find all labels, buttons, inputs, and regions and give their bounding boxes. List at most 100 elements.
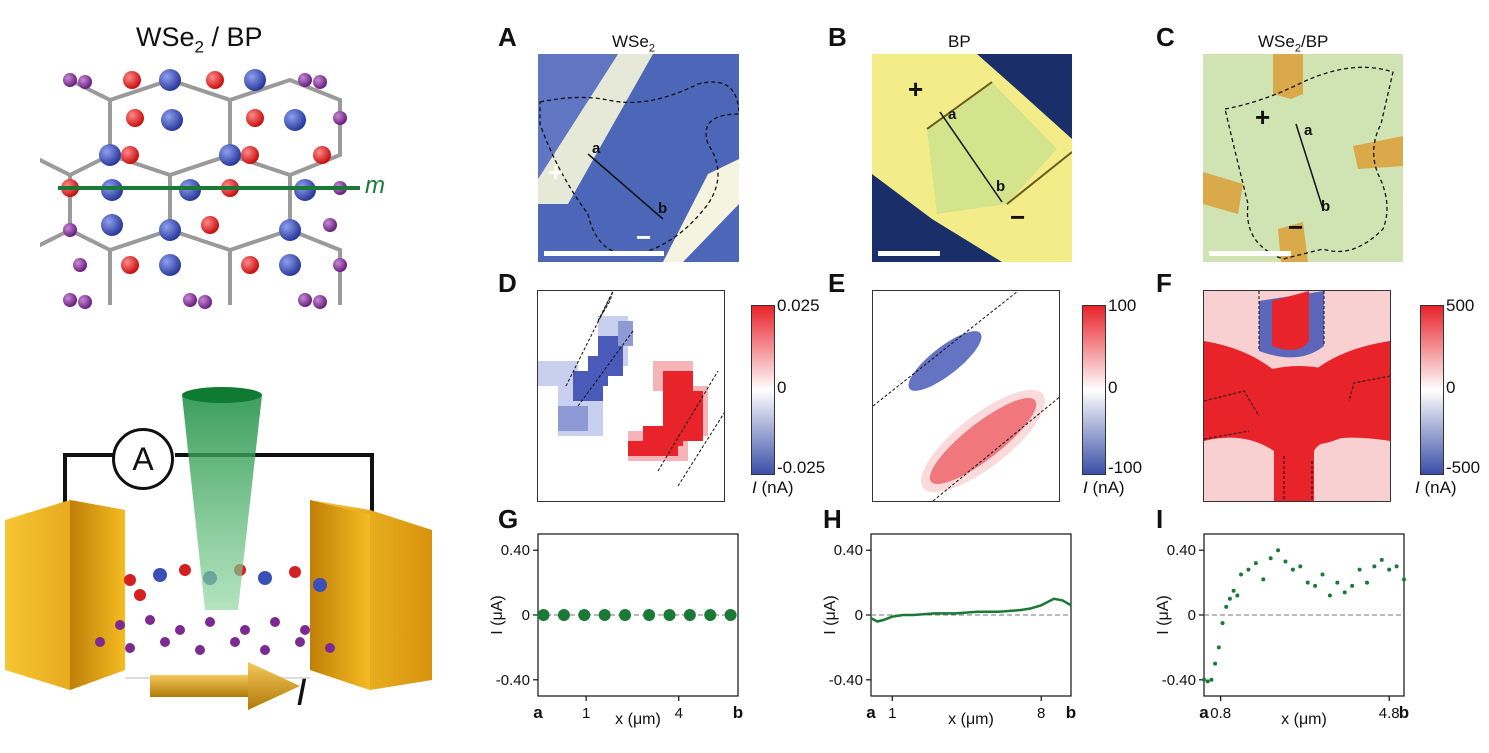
panel-i-data-point bbox=[1350, 583, 1355, 588]
panel-f-unit-sym: I bbox=[1415, 478, 1420, 497]
panel-h-ytick-label: 0 bbox=[855, 607, 863, 624]
panel-i-xlabel: x (μm) bbox=[1281, 711, 1327, 728]
panel-h-ytick-label: 0.40 bbox=[834, 542, 863, 559]
panel-h-xtick-label: b bbox=[1066, 703, 1076, 722]
panel-i-data-point bbox=[1253, 561, 1258, 566]
panel-c-point-a: a bbox=[1304, 122, 1313, 139]
panel-a-scale-bar bbox=[544, 251, 664, 256]
panel-c-title-main: WSe bbox=[1258, 32, 1295, 51]
panel-h-xlabel: x (μm) bbox=[948, 711, 994, 728]
panel-label-a: A bbox=[498, 22, 517, 52]
panel-b-title: BP bbox=[948, 32, 971, 52]
panel-i-xtick-label: a bbox=[1199, 703, 1209, 722]
panel-a-linecut bbox=[587, 153, 664, 220]
laser-beam bbox=[182, 387, 262, 610]
ammeter: A bbox=[112, 428, 174, 490]
current-arrow-shaft bbox=[150, 675, 250, 697]
panel-d-colorbar bbox=[751, 305, 775, 475]
panel-a-plus: + bbox=[548, 157, 564, 187]
panel-i-chart: 0.40 0 -0.40a 0.8 4.8 b x (μm) I (μA) bbox=[1156, 533, 1409, 728]
panel-i-data-point bbox=[1276, 548, 1281, 553]
panel-i-data-point bbox=[1235, 593, 1240, 598]
crystal-lattice bbox=[40, 69, 360, 309]
panel-c-scale-bar bbox=[1209, 251, 1291, 256]
panel-i-data-point bbox=[1342, 590, 1347, 595]
panel-d-cbar-mid: 0 bbox=[777, 378, 787, 397]
structure-title-rest: / BP bbox=[203, 22, 263, 52]
panel-e-unit-sym: I bbox=[1083, 478, 1088, 497]
panel-i-data-point bbox=[1372, 564, 1377, 569]
panel-i-data-point bbox=[1246, 567, 1251, 572]
panel-g-data-point bbox=[537, 609, 550, 621]
panel-g-data-point bbox=[704, 609, 717, 621]
panel-i-xtick-label: 4.8 bbox=[1379, 705, 1400, 722]
panel-i-data-point bbox=[1209, 677, 1214, 682]
panel-i-data-point bbox=[1224, 604, 1229, 609]
current-arrow-head bbox=[248, 662, 300, 710]
panel-c-plus: + bbox=[1255, 102, 1271, 132]
panel-g-data-point bbox=[619, 609, 632, 621]
panel-i-ytick-label: -0.40 bbox=[1162, 672, 1196, 689]
panel-g-ytick-label: 0 bbox=[522, 607, 530, 624]
panel-i-data-point bbox=[1290, 567, 1295, 572]
panel-i-data-point bbox=[1268, 556, 1273, 561]
panel-e-cbar-mid: 0 bbox=[1108, 378, 1118, 397]
panel-a-title-main: WSe bbox=[612, 32, 649, 51]
structure-title: WSe2 / BP bbox=[136, 22, 263, 57]
panel-d-unit-sym: I bbox=[752, 478, 757, 497]
panel-i-data-point bbox=[1202, 677, 1206, 682]
panel-i-data-point bbox=[1320, 572, 1325, 577]
panel-c-image: + − a b bbox=[1203, 54, 1403, 262]
panel-a-title-sub: 2 bbox=[648, 42, 655, 55]
panel-i-data-point bbox=[1313, 583, 1318, 588]
panel-i-data-point bbox=[1298, 564, 1303, 569]
panel-i-data-point bbox=[1220, 621, 1225, 626]
panel-i-data-point bbox=[1239, 572, 1244, 577]
panel-h-xtick-label: a bbox=[866, 703, 876, 722]
panel-f-cbar-mid: 0 bbox=[1446, 378, 1456, 397]
panel-g-data-point bbox=[643, 609, 656, 621]
panel-i-data-point bbox=[1335, 580, 1340, 585]
panel-i-data-point bbox=[1305, 580, 1310, 585]
panel-label-h: H bbox=[823, 504, 842, 534]
panel-h-xtick-label: 1 bbox=[888, 705, 896, 722]
current-label: I bbox=[296, 672, 307, 714]
panel-c-title-sub: 2 bbox=[1294, 42, 1301, 55]
panel-g-ylabel: I (μA) bbox=[490, 595, 506, 634]
structure-title-sub: 2 bbox=[194, 37, 204, 57]
panel-g-xtick-label: 1 bbox=[582, 705, 590, 722]
panel-b-image: + − a b bbox=[872, 54, 1072, 262]
panel-b-linecut bbox=[939, 111, 1003, 203]
panel-e-cbar-unit: I (nA) bbox=[1083, 478, 1125, 498]
panel-i-data-point bbox=[1402, 577, 1406, 582]
panel-f-colorbar bbox=[1420, 305, 1444, 475]
panel-e-map bbox=[872, 290, 1060, 502]
panel-c-title: WSe2/BP bbox=[1258, 32, 1328, 54]
panel-b-title-main: BP bbox=[948, 32, 971, 51]
panel-a-image: + − a b bbox=[538, 54, 739, 262]
panel-b-minus: − bbox=[1010, 202, 1026, 232]
panel-i-data-point bbox=[1205, 679, 1210, 684]
panel-g-chart: 0.40 0 -0.40a 1 4 b x (μm) I (μA) bbox=[490, 533, 743, 728]
panel-g-xtick-label: 4 bbox=[675, 705, 683, 722]
panel-i-data-point bbox=[1231, 588, 1236, 593]
panel-h-chart: 0.40 0 -0.40a 1 8 b x (μm) I (μA) bbox=[823, 533, 1076, 728]
panel-h-ytick-label: -0.40 bbox=[829, 672, 863, 689]
panel-e-cbar-top: 100 bbox=[1108, 296, 1137, 315]
panel-e-unit-rest: (nA) bbox=[1087, 478, 1125, 497]
panel-c-linecut bbox=[1295, 123, 1324, 210]
panel-h-xtick-label: 8 bbox=[1037, 705, 1045, 722]
panel-d-map bbox=[537, 290, 725, 502]
panel-a-point-b: b bbox=[658, 200, 668, 217]
panel-i-data-point bbox=[1364, 580, 1369, 585]
panel-label-i: I bbox=[1156, 504, 1164, 534]
panel-c-point-b: b bbox=[1321, 198, 1331, 215]
panel-i-data-point bbox=[1357, 567, 1362, 572]
panel-b-point-b: b bbox=[996, 178, 1006, 195]
panel-i-data-point bbox=[1387, 567, 1392, 572]
panel-e-cbar-bot: -100 bbox=[1108, 458, 1143, 477]
panel-h-ylabel: I (μA) bbox=[823, 595, 839, 634]
panel-i-ytick-label: 0 bbox=[1188, 607, 1196, 624]
panel-g-xtick-label: b bbox=[733, 703, 743, 722]
panel-i-xtick-label: b bbox=[1399, 703, 1409, 722]
